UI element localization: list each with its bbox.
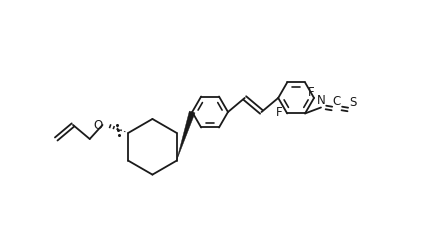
- Text: F: F: [276, 106, 282, 118]
- Text: S: S: [349, 96, 357, 109]
- Text: C: C: [333, 95, 341, 108]
- Text: O: O: [93, 119, 103, 132]
- Polygon shape: [177, 112, 195, 161]
- Text: F: F: [308, 86, 314, 99]
- Text: N: N: [317, 94, 325, 107]
